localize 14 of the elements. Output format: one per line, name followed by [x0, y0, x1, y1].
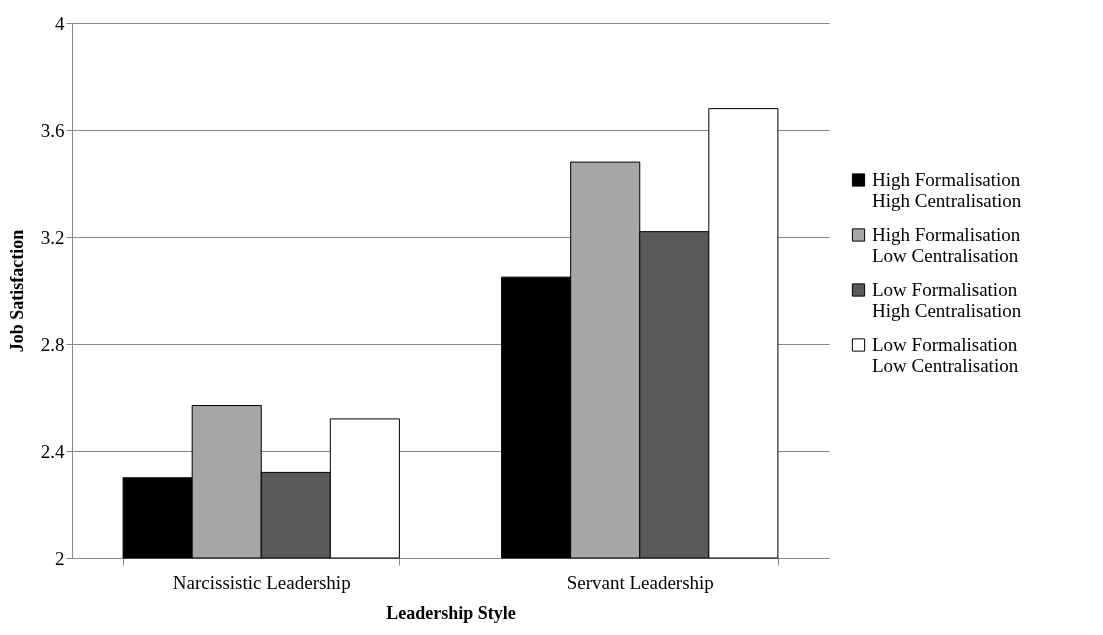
x-tick-label: Narcissistic Leadership — [172, 571, 351, 593]
y-tick-label: 3.6 — [40, 119, 65, 141]
x-tick-label: Servant Leadership — [566, 571, 714, 593]
y-tick-label: 2.4 — [40, 440, 65, 462]
legend-label: Low Formalisation Low Centralisation — [872, 334, 1019, 376]
y-axis-title: Job Satisfaction — [6, 229, 27, 353]
y-tick-label: 4 — [55, 12, 65, 34]
x-axis-title: Leadership Style — [386, 602, 516, 623]
legend-label: High Formalisation Low Centralisation — [872, 224, 1021, 266]
legend-label: Low Formalisation High Centralisation — [872, 279, 1022, 321]
y-tick-label: 2.8 — [40, 333, 65, 355]
y-tick-label: 2 — [55, 547, 65, 569]
legend-label: High Formalisation High Centralisation — [872, 169, 1022, 211]
y-tick-label: 3.2 — [40, 226, 65, 248]
